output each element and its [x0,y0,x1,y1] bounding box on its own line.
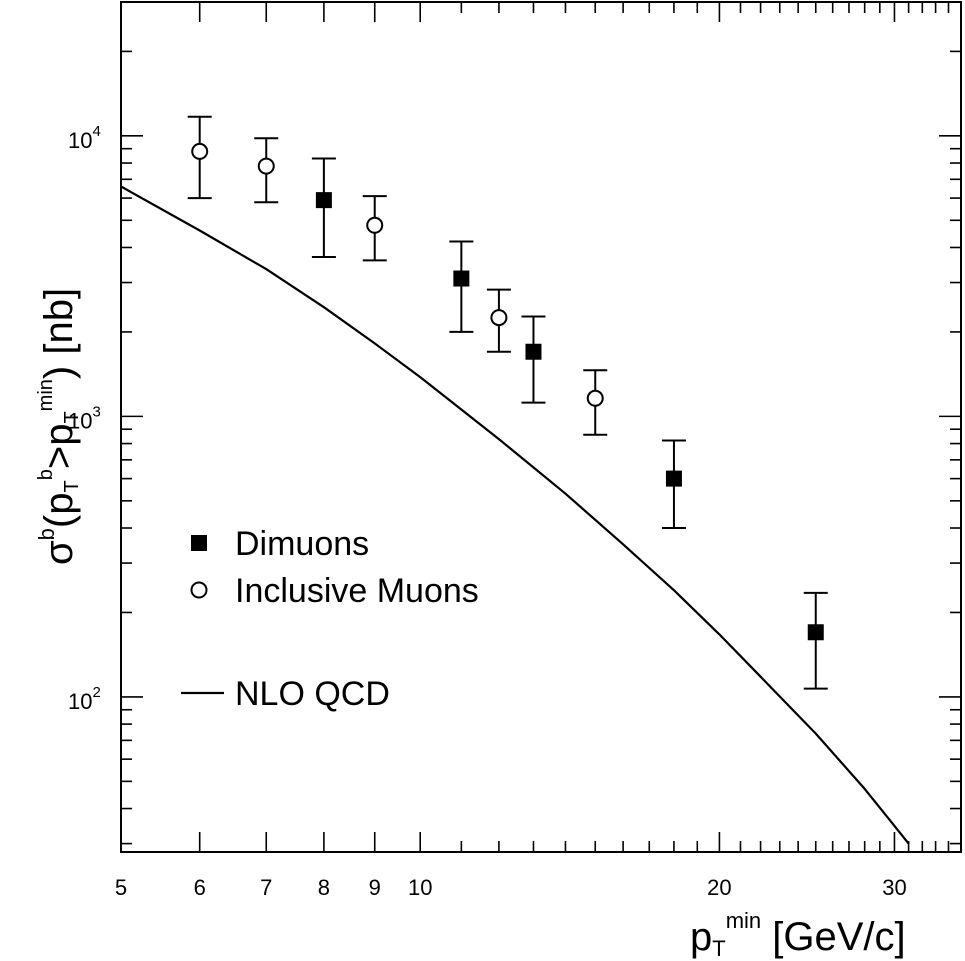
legend-square-marker [191,535,207,551]
square-marker [315,192,332,209]
circle-marker [490,309,508,327]
inclusive-muons-point [583,369,608,436]
y-tick-label: 102 [68,684,101,714]
legend-label: Dimuons [235,525,369,563]
data-points [187,115,828,690]
legend: Dimuons Inclusive Muons NLO QCD [181,525,479,713]
y-tick-label: 104 [68,123,101,153]
nlo-qcd-series [120,185,910,845]
dimuons-point [521,315,546,404]
square-marker [525,343,542,360]
circle-marker [366,216,384,234]
x-axis-label: pTmin [GeV/c] [690,908,906,961]
dimuons-point [449,240,474,333]
x-tick-label: 9 [369,875,381,900]
x-tick-label: 30 [882,875,906,900]
x-tick-labels: 5 6 7 8 9 10 20 30 [115,875,907,900]
x-tick-label: 6 [194,875,206,900]
dimuons-point [803,591,828,690]
y-axis-label-open: (p [37,492,81,528]
y-axis-label-gt: >p [37,424,81,470]
y-axis-label-sup2: min [35,379,57,411]
inclusive-muons-point [254,137,279,204]
legend-item: Dimuons [191,525,369,563]
x-axis-label-sub: T [712,936,725,961]
circle-marker [257,157,275,175]
y-axis-label-sigma: σ [37,540,81,565]
legend-label: Inclusive Muons [235,572,479,610]
square-marker [453,270,470,287]
axis-ticks [120,1,962,852]
x-tick-label: 7 [260,875,272,900]
dimuons-point [661,439,686,530]
x-axis-label-unit: [GeV/c] [761,915,906,959]
x-tick-label: 20 [707,875,731,900]
y-axis-label-sub2: T [61,411,83,423]
x-tick-label: 10 [408,875,432,900]
legend-circle-marker [190,581,208,599]
circle-marker [586,389,604,407]
y-tick-label: 103 [68,403,101,433]
dimuons-point [311,157,336,258]
y-axis-label-sigma-sup: b [34,528,59,540]
legend-label: NLO QCD [235,675,390,713]
legend-item: NLO QCD [181,675,390,713]
legend-item: Inclusive Muons [190,572,479,610]
y-axis-label-sup1: b [35,469,57,480]
y-tick-labels: 102 103 104 [68,123,101,714]
nlo-qcd-curve [120,185,910,845]
inclusive-muons-point [362,195,387,262]
y-axis-label-close: ) [nb] [37,288,81,379]
y-axis-label: σb(pTb>pTmin) [nb] [34,288,83,565]
inclusive-muons-point [187,115,212,200]
y-axis-label-sub1: T [61,480,83,492]
square-marker [665,470,682,487]
x-tick-label: 8 [318,875,330,900]
x-axis-label-sup: min [726,908,761,933]
x-tick-label: 5 [115,875,127,900]
square-marker [807,624,824,641]
plot-frame [120,1,962,853]
x-axis-label-main: p [690,915,712,959]
inclusive-muons-point [486,288,511,353]
circle-marker [191,142,209,160]
